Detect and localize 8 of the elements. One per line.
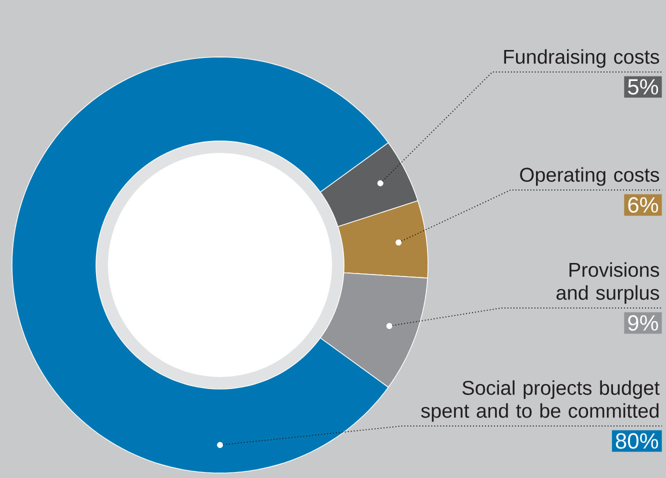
data-label: 5% — [628, 79, 658, 95]
slice-label: Fundraising costs — [504, 49, 660, 68]
data-label: 6% — [628, 197, 658, 213]
slice-label: Social projects budget spent and to be committed — [421, 380, 660, 422]
slice-label: Operating costs — [520, 167, 660, 186]
data-label: 9% — [628, 315, 658, 331]
slice-label: Provisions and surplus — [556, 262, 660, 304]
data-label: 80% — [616, 433, 658, 449]
